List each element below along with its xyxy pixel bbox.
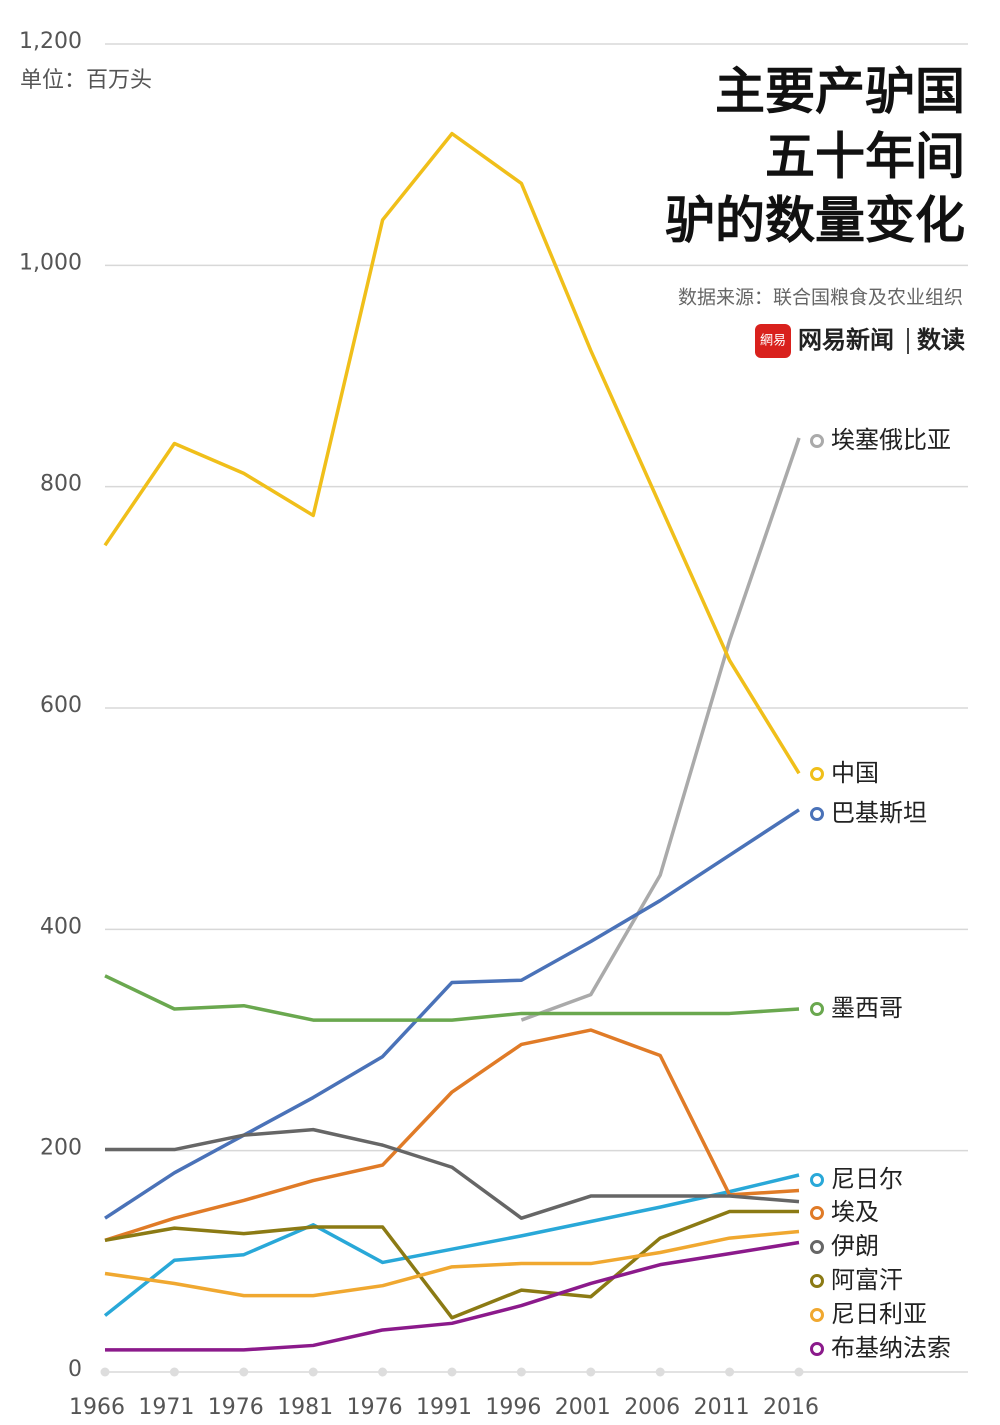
legend-marker — [810, 1308, 824, 1322]
legend-marker — [810, 1206, 824, 1220]
x-tick-dot — [100, 1367, 110, 1377]
series-line — [103, 131, 801, 775]
series-line — [105, 1240, 800, 1352]
x-tick-label: 2006 — [624, 1395, 680, 1420]
y-tick-label: 1,200 — [19, 29, 82, 54]
chart-title: 五十年间 — [765, 128, 965, 186]
legend-marker — [810, 434, 824, 448]
legend-marker — [810, 807, 824, 821]
brand-section: 数读 — [917, 326, 965, 354]
x-tick-dot — [378, 1367, 388, 1377]
x-tick-label: 2011 — [694, 1395, 750, 1420]
legend-label: 阿富汗 — [831, 1266, 903, 1294]
series-line — [104, 1028, 800, 1242]
legend-label: 埃及 — [831, 1198, 879, 1226]
x-tick-label: 2016 — [763, 1395, 819, 1420]
x-tick-label: 1976 — [208, 1395, 264, 1420]
x-tick-label: 1976 — [347, 1395, 403, 1420]
series-line — [104, 808, 800, 1220]
chart-title: 主要产驴国 — [715, 63, 965, 121]
legend-label: 尼日尔 — [831, 1165, 903, 1193]
legend-marker — [810, 767, 824, 781]
legend-label: 尼日利亚 — [831, 1300, 927, 1328]
legend-label: 布基纳法索 — [831, 1334, 951, 1362]
series-line — [105, 1127, 800, 1220]
x-tick-label: 1991 — [416, 1395, 472, 1420]
legend-label: 巴基斯坦 — [831, 799, 927, 827]
y-tick-label: 400 — [40, 914, 82, 939]
x-tick-dot — [447, 1367, 457, 1377]
x-tick-dot — [308, 1367, 318, 1377]
y-tick-label: 0 — [68, 1357, 82, 1382]
legend-label: 伊朗 — [831, 1232, 879, 1260]
brand: 网易新闻 — [798, 326, 894, 354]
x-tick-dot — [725, 1367, 735, 1377]
x-tick-label: 1966 — [69, 1395, 125, 1420]
x-tick-label: 2001 — [555, 1395, 611, 1420]
series-line — [104, 1229, 800, 1298]
y-tick-label: 800 — [40, 472, 82, 497]
chart-title: 驴的数量变化 — [665, 192, 965, 250]
legend-label: 埃塞俄比亚 — [831, 426, 951, 454]
x-tick-label: 1981 — [277, 1395, 333, 1420]
x-tick-dot — [586, 1367, 596, 1377]
unit-label: 单位：百万头 — [20, 68, 152, 93]
y-tick-label: 1,000 — [19, 250, 82, 275]
series-line — [103, 1173, 800, 1317]
y-tick-label: 200 — [40, 1136, 82, 1161]
x-tick-dot — [169, 1367, 179, 1377]
legend-marker — [810, 1173, 824, 1187]
logo — [755, 324, 791, 358]
x-tick-dot — [516, 1367, 526, 1377]
legend-marker — [810, 1274, 824, 1288]
series-line — [520, 437, 801, 1022]
x-tick-label: 1996 — [485, 1395, 541, 1420]
x-tick-dot — [655, 1367, 665, 1377]
x-tick-dot — [794, 1367, 804, 1377]
legend-marker — [810, 1240, 824, 1254]
x-tick-label: 1971 — [138, 1395, 194, 1420]
legend-label: 中国 — [831, 759, 879, 787]
series-line — [104, 974, 800, 1022]
series-line — [104, 1209, 799, 1320]
source: 数据来源：联合国粮食及农业组织 — [678, 287, 963, 309]
logo-icon: 網易 — [760, 334, 786, 349]
legend-marker — [810, 1002, 824, 1016]
legend-label: 墨西哥 — [831, 994, 903, 1022]
y-tick-label: 600 — [40, 693, 82, 718]
legend-marker — [810, 1342, 824, 1356]
x-tick-dot — [239, 1367, 249, 1377]
